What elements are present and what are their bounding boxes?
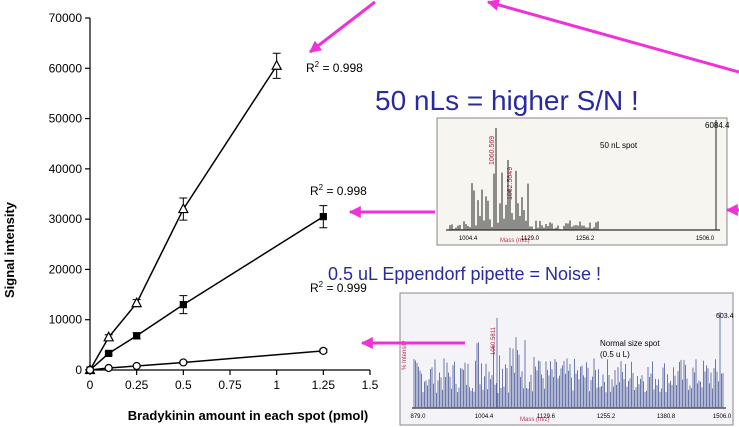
annotation-part: R bbox=[310, 184, 319, 198]
marker bbox=[85, 365, 95, 375]
y-tick-label: 20000 bbox=[49, 262, 83, 276]
spectrum-image: 50 nL spot 6084.4 Mass (m/z) 1004.4 1129.… bbox=[436, 117, 730, 246]
annotation-part: = 0.999 bbox=[323, 281, 367, 295]
spectrum-tick: 1129.6 bbox=[537, 414, 556, 420]
headline: 0.5 uL Eppendorf pipette = Noise ! bbox=[328, 264, 601, 284]
annotation-part: R bbox=[310, 281, 319, 295]
x-axis-label: Bradykinin amount in each spot (pmol) bbox=[128, 408, 369, 423]
spectrum-peak-label: 1060.5811 bbox=[491, 326, 497, 355]
marker bbox=[319, 346, 328, 355]
x-tick-label: 0.5 bbox=[175, 378, 192, 392]
spectrum-peaks bbox=[449, 120, 717, 230]
y-tick-label: 60000 bbox=[49, 61, 83, 75]
marker bbox=[271, 59, 283, 70]
y-tick-label: 0 bbox=[75, 363, 82, 377]
annotation-part: = 0.998 bbox=[323, 184, 367, 198]
x-tick-label: 1.5 bbox=[362, 378, 379, 392]
annotation-part: R bbox=[306, 61, 315, 75]
annotation-part: 2 bbox=[315, 60, 320, 69]
spectrum-label: 50 nL spot bbox=[600, 141, 638, 150]
x-tick-label: 0 bbox=[87, 378, 94, 392]
annotation-part: 2 bbox=[319, 183, 324, 192]
spectrum-label: (0.5 u L) bbox=[600, 350, 630, 359]
annotation-part: 2 bbox=[319, 280, 324, 289]
spectrum-axis-label: % Intensity bbox=[402, 341, 408, 370]
spectrum-axis-label: Mass (m/z) bbox=[520, 417, 550, 423]
spectrum-tick: 1506.0 bbox=[713, 414, 732, 420]
spectrum-label: Normal size spot bbox=[600, 339, 660, 348]
spectrum-tick: 1004.4 bbox=[459, 236, 478, 242]
arrow bbox=[486, 0, 739, 74]
annotation-part: = 0.998 bbox=[319, 61, 363, 75]
marker bbox=[131, 296, 143, 308]
marker bbox=[132, 361, 141, 371]
x-tick-label: 1 bbox=[273, 378, 280, 392]
spectrum-peaks bbox=[413, 312, 724, 408]
y-tick-label: 70000 bbox=[49, 11, 83, 25]
y-tick-label: 40000 bbox=[49, 162, 83, 176]
series-line bbox=[89, 215, 324, 371]
marker bbox=[104, 363, 113, 373]
marker bbox=[179, 301, 187, 309]
spectrum-tick: 879.0 bbox=[410, 414, 426, 420]
annotation: R2 = 0.999 bbox=[310, 280, 367, 295]
spectrum-tick: 1255.2 bbox=[597, 414, 616, 420]
y-tick-label: 30000 bbox=[49, 212, 83, 226]
spectrum-tick: 1256.2 bbox=[576, 236, 595, 242]
annotation: R2 = 0.998 bbox=[306, 60, 363, 75]
series-line bbox=[89, 350, 324, 371]
y-tick-label: 10000 bbox=[49, 313, 83, 327]
spectrum-tick: 1506.0 bbox=[696, 236, 715, 242]
y-axis-label: Signal intensity bbox=[2, 201, 17, 298]
marker bbox=[319, 213, 327, 221]
spectrum-tick: 1129.0 bbox=[521, 236, 540, 242]
x-tick-label: 0.25 bbox=[125, 378, 149, 392]
x-tick-label: 0.75 bbox=[218, 378, 242, 392]
x-tick-label: 1.25 bbox=[312, 378, 336, 392]
marker bbox=[103, 331, 115, 342]
spectrum-tick: 1004.4 bbox=[475, 414, 494, 420]
spectrum-axis-label: Mass (m/z) bbox=[500, 238, 530, 244]
marker bbox=[177, 202, 189, 214]
spectrum-peak-label: 1060.569 bbox=[489, 136, 496, 165]
marker bbox=[133, 332, 141, 340]
marker bbox=[179, 358, 188, 367]
annotation: R2 = 0.998 bbox=[310, 183, 367, 198]
y-tick-label: 50000 bbox=[49, 112, 83, 126]
spectrum-corner: 603.4 bbox=[716, 313, 734, 320]
spectrum-corner: 6084.4 bbox=[705, 121, 730, 130]
spectrum-image: Normal size spot (0.5 u L) 603.4 Mass (m… bbox=[399, 292, 734, 426]
spectrum-tick: 1380.8 bbox=[657, 414, 676, 420]
spectrum-peak-label: 1062.5649 bbox=[507, 167, 514, 200]
marker bbox=[105, 349, 113, 358]
headline: 50 nLs = higher S/N ! bbox=[375, 85, 639, 116]
arrow bbox=[309, 0, 376, 54]
